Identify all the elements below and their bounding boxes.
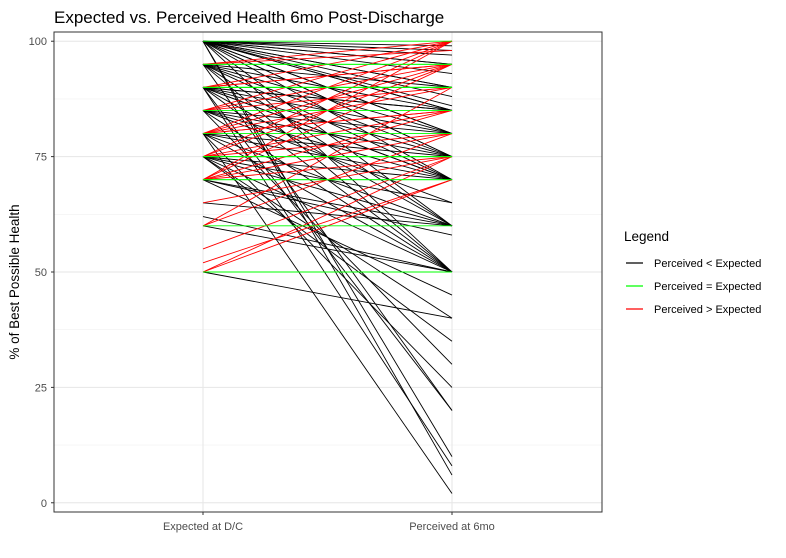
- y-tick-label: 50: [35, 267, 47, 279]
- series-line-less: [202, 133, 453, 494]
- legend-label: Perceived < Expected: [654, 258, 761, 270]
- series-line-less: [202, 179, 453, 236]
- series-line-greater: [202, 156, 453, 273]
- series-line-greater: [202, 179, 453, 264]
- x-axis: Expected at D/C Perceived at 6mo: [163, 512, 495, 533]
- series-line-less: [202, 87, 453, 467]
- series-line-greater: [202, 156, 453, 181]
- y-tick-label: 100: [29, 36, 47, 48]
- series-line-less: [202, 179, 453, 296]
- y-tick-label: 25: [35, 382, 47, 394]
- series-line-greater: [202, 156, 453, 250]
- y-axis-label: % of Best Possible Health: [7, 204, 22, 359]
- series-line-greater: [202, 40, 453, 158]
- series-line-less: [202, 133, 453, 388]
- y-axis: 0 25 50 75 100: [29, 36, 54, 510]
- legend-title: Legend: [624, 229, 669, 244]
- x-tick-label: Expected at D/C: [163, 521, 243, 533]
- chart-title: Expected vs. Perceived Health 6mo Post-D…: [54, 8, 444, 27]
- y-tick-label: 75: [35, 152, 47, 164]
- series-line-less: [202, 225, 453, 273]
- x-tick-label: Perceived at 6mo: [409, 521, 495, 533]
- series-line-less: [202, 40, 453, 107]
- series-line-less: [202, 156, 453, 227]
- series-line-greater: [202, 40, 453, 111]
- y-tick-label: 0: [41, 498, 47, 510]
- series-line-greater: [202, 40, 453, 65]
- legend: Legend Perceived < Expected Perceived = E…: [624, 229, 761, 316]
- series-lines: [202, 40, 453, 494]
- legend-label: Perceived > Expected: [654, 304, 761, 316]
- series-line-greater: [202, 63, 453, 181]
- legend-label: Perceived = Expected: [654, 281, 761, 293]
- series-line-less: [202, 271, 453, 319]
- series-line-greater: [202, 110, 453, 181]
